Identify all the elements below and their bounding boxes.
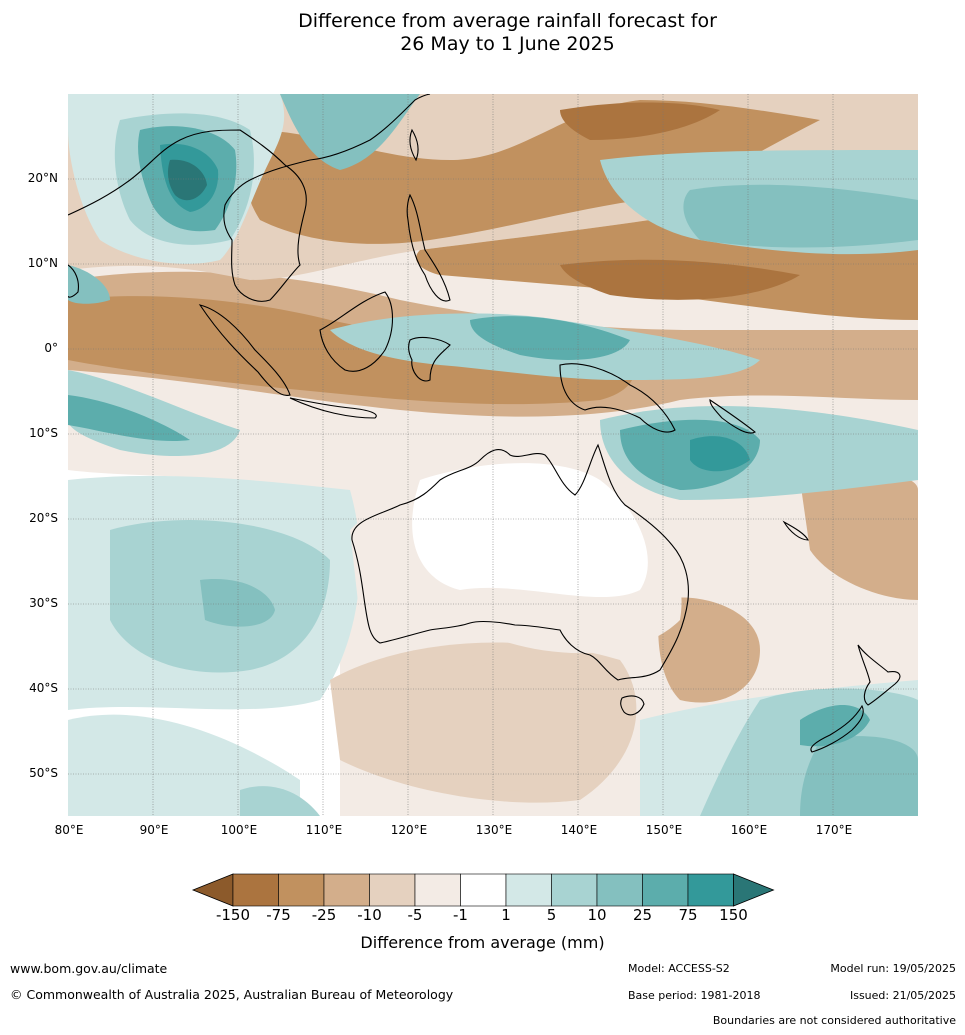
map-field xyxy=(68,94,918,816)
java-coastline xyxy=(289,397,377,419)
borneo-coastline xyxy=(319,291,394,372)
colorbar-segment xyxy=(323,873,370,907)
colorbar-extend-high xyxy=(733,873,775,907)
colorbar-tick-label: -75 xyxy=(266,906,291,924)
lon-label: 110°E xyxy=(305,823,343,837)
colorbar-segment xyxy=(414,873,461,907)
colorbar-tick-label: -25 xyxy=(311,906,337,924)
rainfall-anomaly-map xyxy=(68,94,918,816)
colorbar-segment xyxy=(232,873,279,907)
website-link[interactable]: www.bom.gov.au/climate xyxy=(10,961,168,976)
colorbar-tick-label: 25 xyxy=(632,906,653,924)
taiwan-coastline xyxy=(409,128,419,162)
colorbar-tick-label: 10 xyxy=(587,906,607,924)
lon-label: 120°E xyxy=(390,823,428,837)
colorbar-segment xyxy=(687,873,734,907)
colorbar-tick-label: 5 xyxy=(546,906,557,924)
lon-label: 100°E xyxy=(220,823,258,837)
australia-coastline xyxy=(351,443,689,681)
new-caledonia-coastline xyxy=(782,520,809,541)
colorbar-title: Difference from average (mm) xyxy=(360,933,605,952)
new-zealand-north-coastline xyxy=(857,644,901,706)
title-line-1: Difference from average rainfall forecas… xyxy=(298,10,717,32)
colorbar-tick-label: 150 xyxy=(719,906,748,924)
title-line-2: 26 May to 1 June 2025 xyxy=(400,33,615,55)
lon-label: 90°E xyxy=(139,823,169,837)
base-period-text: Base period: 1981-2018 xyxy=(628,989,761,1002)
solomon-islands-coastline xyxy=(709,398,756,434)
colorbar-segment xyxy=(505,873,552,907)
colorbar-segment xyxy=(369,873,416,907)
lat-label: 0° xyxy=(44,341,58,355)
colorbar-segment xyxy=(460,873,507,907)
lat-label: 40°S xyxy=(29,681,58,695)
graticule xyxy=(68,94,918,816)
colorbar-tick-label: 75 xyxy=(678,906,698,924)
colorbar-segment xyxy=(551,873,598,907)
colorbar-extend-low xyxy=(191,873,234,907)
lat-label: 50°S xyxy=(29,766,58,780)
colorbar-segment xyxy=(596,873,643,907)
new-zealand-south-coastline xyxy=(810,704,864,753)
colorbar-tick-label: -10 xyxy=(357,906,382,924)
colorbar-segment xyxy=(278,873,325,907)
lon-label: 160°E xyxy=(730,823,768,837)
colorbar-tick-label: -150 xyxy=(215,906,251,924)
lon-label: 150°E xyxy=(645,823,683,837)
lon-label: 170°E xyxy=(815,823,853,837)
lat-label: 30°S xyxy=(29,596,58,610)
lon-label: 130°E xyxy=(475,823,513,837)
disclaimer-text: Boundaries are not considered authoritat… xyxy=(712,1014,956,1027)
sri-lanka-coastline xyxy=(68,264,79,298)
colorbar-tick-label: 1 xyxy=(501,906,511,924)
lat-label: 20°S xyxy=(29,511,58,525)
colorbar-segment xyxy=(642,873,689,907)
mainland-asia-coastline xyxy=(68,94,431,302)
model-text: Model: ACCESS-S2 xyxy=(628,962,730,975)
lat-label: 10°S xyxy=(29,426,58,440)
copyright-text: © Commonwealth of Australia 2025, Austra… xyxy=(10,987,454,1002)
issued-text: Issued: 21/05/2025 xyxy=(849,989,956,1002)
tasmania-coastline xyxy=(620,695,645,716)
colorbar-tick-label: -5 xyxy=(407,906,423,924)
lat-label: 20°N xyxy=(27,171,58,185)
philippines-coastline xyxy=(406,193,451,302)
coastlines xyxy=(68,94,901,753)
sulawesi-coastline xyxy=(408,336,451,382)
lat-label: 10°N xyxy=(27,256,58,270)
map-title: Difference from average rainfall forecas… xyxy=(0,10,965,56)
colorbar-tick-label: -1 xyxy=(453,906,468,924)
sumatra-coastline xyxy=(198,304,291,396)
model-run-text: Model run: 19/05/2025 xyxy=(830,962,956,975)
lon-label: 140°E xyxy=(560,823,598,837)
new-guinea-coastline xyxy=(559,363,676,433)
lon-label: 80°E xyxy=(54,823,84,837)
